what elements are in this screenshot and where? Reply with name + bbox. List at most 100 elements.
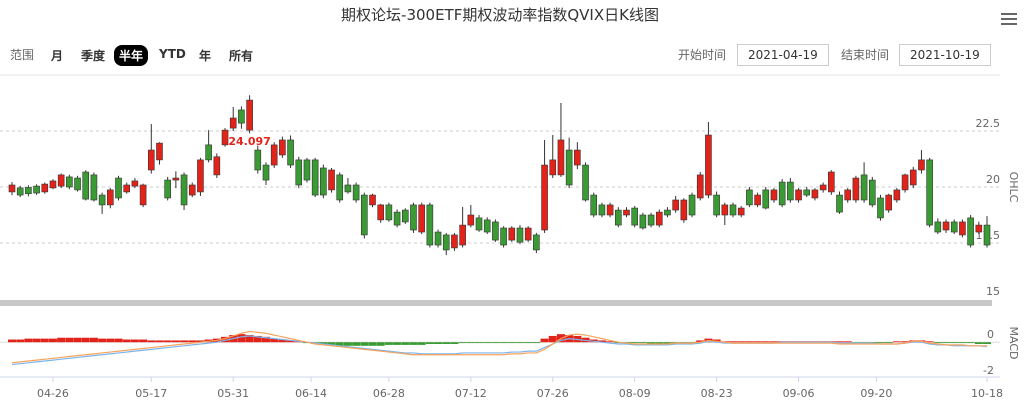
macd-bar (901, 341, 910, 343)
candle-body (836, 194, 843, 213)
range-button[interactable]: 月 (51, 49, 64, 63)
macd-bar (360, 342, 369, 346)
candle-body (213, 156, 221, 176)
candle-body (434, 231, 442, 246)
macd-bar (597, 340, 606, 343)
candle-body (516, 227, 524, 243)
candle-body (533, 234, 540, 251)
macd-bar (327, 342, 336, 346)
macd-bar (163, 340, 172, 343)
end-input[interactable]: 2021-10-19 (899, 44, 991, 66)
candle-body (107, 189, 114, 206)
macd-bar (89, 337, 98, 343)
candle-body (967, 217, 974, 246)
macd-tick-label: 0 (987, 328, 994, 341)
candle-body (762, 189, 770, 209)
macd-bar (245, 335, 254, 343)
macd-bar (180, 340, 189, 343)
candle-body (41, 183, 49, 193)
macd-bar (147, 340, 156, 343)
candle-body (459, 224, 466, 246)
candle-body (770, 189, 778, 201)
candle-body (647, 214, 655, 226)
candle-body (754, 194, 761, 206)
candle-body (803, 189, 811, 196)
candle-body (238, 109, 245, 124)
range-button[interactable]: 季度 (81, 49, 106, 63)
macd-bar (745, 341, 754, 343)
candle-body (205, 144, 212, 161)
macd-bar (48, 338, 57, 343)
candle-body (672, 199, 679, 211)
macd-bar (270, 338, 279, 343)
range-button[interactable]: 年 (199, 49, 212, 63)
candle-body (541, 164, 548, 231)
candle-body (344, 184, 352, 193)
candle-body (729, 204, 737, 216)
candle-body (467, 214, 475, 226)
candle-body (664, 209, 671, 216)
candle-body (918, 159, 925, 171)
macd-bar (491, 342, 500, 344)
candle-body (975, 224, 983, 233)
candle-body (778, 181, 786, 206)
macd-bar (73, 337, 82, 343)
macd-bar (884, 342, 893, 344)
macd-bar (196, 340, 205, 343)
macd-bar (696, 340, 705, 343)
candle-body (590, 194, 598, 216)
candle-body (82, 171, 90, 200)
macd-bar (409, 342, 418, 345)
macd-bar (835, 341, 844, 343)
macd-bar (958, 342, 967, 344)
range-button[interactable]: 半年 (114, 45, 149, 66)
candle-body (475, 217, 483, 231)
candle-body (639, 214, 647, 229)
candle-body (901, 174, 909, 191)
candle-body (598, 204, 606, 216)
candle-body (336, 174, 344, 201)
candle-body (877, 197, 884, 219)
macd-bar (548, 335, 557, 343)
macd-bar (933, 342, 942, 344)
macd-bar (737, 341, 746, 343)
macd-bar (458, 342, 467, 344)
candle-body (311, 159, 319, 196)
menu-button[interactable] (1001, 10, 1017, 28)
start-label: 开始时间 (678, 48, 727, 62)
macd-bar (532, 342, 541, 344)
x-tick-label: 07-12 (455, 387, 487, 400)
candle-body (524, 227, 532, 241)
range-button[interactable]: YTD (159, 47, 186, 61)
candle-body (328, 169, 335, 191)
x-tick-label: 08-23 (701, 387, 733, 400)
candle-body (377, 204, 384, 221)
start-input[interactable]: 2021-04-19 (737, 44, 829, 66)
macd-bar (81, 337, 90, 343)
candle-body (246, 99, 253, 131)
candle-body (631, 207, 638, 226)
candle-body (623, 209, 630, 216)
macd-bar (983, 342, 991, 344)
macd-bar (221, 336, 230, 343)
macd-bar (24, 338, 33, 343)
candle-body (442, 234, 450, 251)
candle-body (582, 164, 589, 201)
range-button[interactable]: 所有 (229, 49, 254, 63)
macd-axis-title: MACD (1007, 327, 1020, 360)
candle-body (811, 189, 819, 199)
macd-bar (966, 342, 975, 344)
candle-body (303, 159, 311, 181)
macd-bar (40, 338, 49, 343)
candle-body (655, 211, 663, 226)
candle-body (737, 207, 745, 216)
x-tick-label: 05-17 (135, 387, 167, 400)
macd-bar (393, 342, 402, 345)
candle-body (680, 199, 688, 221)
macd-bar (253, 335, 262, 343)
macd-bar (442, 342, 451, 344)
candle-body (860, 174, 868, 201)
macd-bar (925, 341, 934, 343)
macd-bar (876, 342, 885, 344)
